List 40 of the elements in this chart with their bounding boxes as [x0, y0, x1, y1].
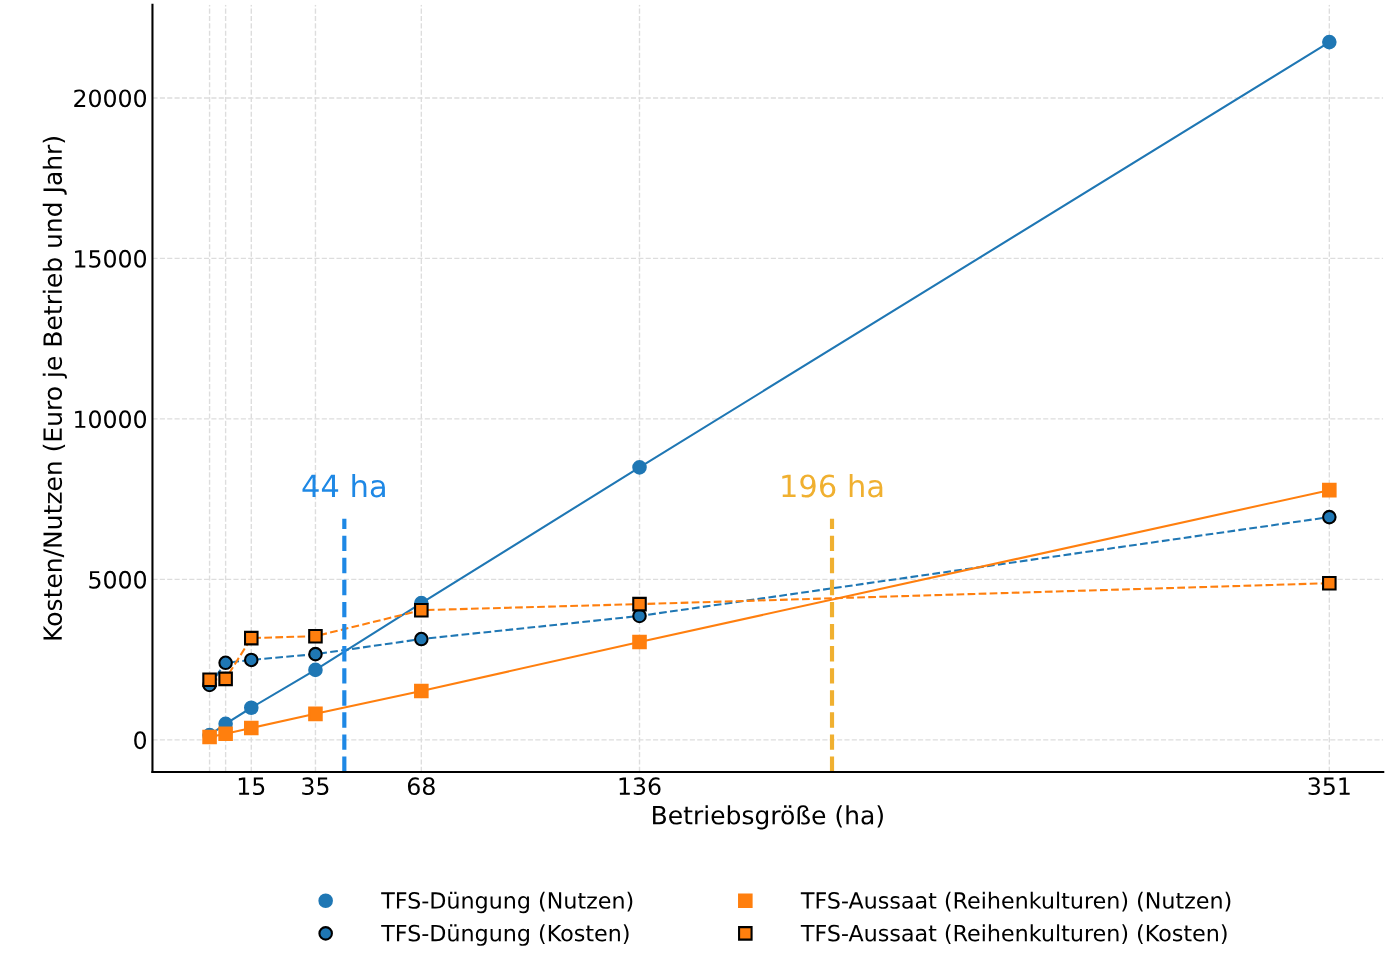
- x-tick-label: 15: [238, 777, 265, 796]
- x-tick-label: 35: [302, 777, 329, 796]
- point: [243, 720, 259, 736]
- point: [218, 726, 233, 742]
- point: [632, 634, 647, 650]
- point: [1322, 509, 1337, 525]
- point: [243, 630, 259, 646]
- x-tick-label: 351: [1308, 777, 1350, 796]
- legend-label: TFS-Düngung (Kosten): [381, 924, 629, 946]
- point: [243, 652, 259, 668]
- y-tick-label: 15000: [75, 249, 147, 268]
- y-tick-label: 5000: [89, 570, 147, 589]
- legend-label: TFS-Aussaat (Reihenkulturen) (Nutzen): [800, 891, 1231, 912]
- point: [308, 646, 323, 662]
- point: [218, 655, 233, 671]
- point: [1322, 482, 1337, 498]
- point: [202, 672, 217, 688]
- legend-label: TFS-Aussaat (Reihenkulturen) (Kosten): [800, 924, 1227, 945]
- x-tick-label: 68: [407, 777, 435, 796]
- point: [243, 700, 259, 716]
- point: [218, 671, 233, 687]
- point: [414, 683, 429, 699]
- point: [1322, 575, 1337, 591]
- legend-label: TFS-Düngung (Nutzen): [381, 891, 633, 914]
- point: [414, 602, 429, 618]
- y-tick-label: 20000: [74, 89, 147, 108]
- y-axis-title: Kosten/Nutzen (Euro je Betrieb und Jahr): [42, 137, 67, 640]
- point: [308, 628, 323, 644]
- x-axis-title: Betriebsgröße (ha): [653, 805, 883, 830]
- point: [308, 662, 323, 678]
- point: [1322, 34, 1337, 50]
- point: [308, 706, 323, 722]
- point: [632, 460, 647, 475]
- ref-line-label: 196 ha: [782, 473, 883, 498]
- y-tick-label: 10000: [75, 410, 147, 429]
- y-tick-label: 0: [134, 731, 147, 750]
- point: [632, 596, 647, 612]
- ref-line-label: 44 ha: [302, 473, 385, 498]
- x-tick-label: 136: [619, 777, 661, 796]
- point: [414, 631, 429, 647]
